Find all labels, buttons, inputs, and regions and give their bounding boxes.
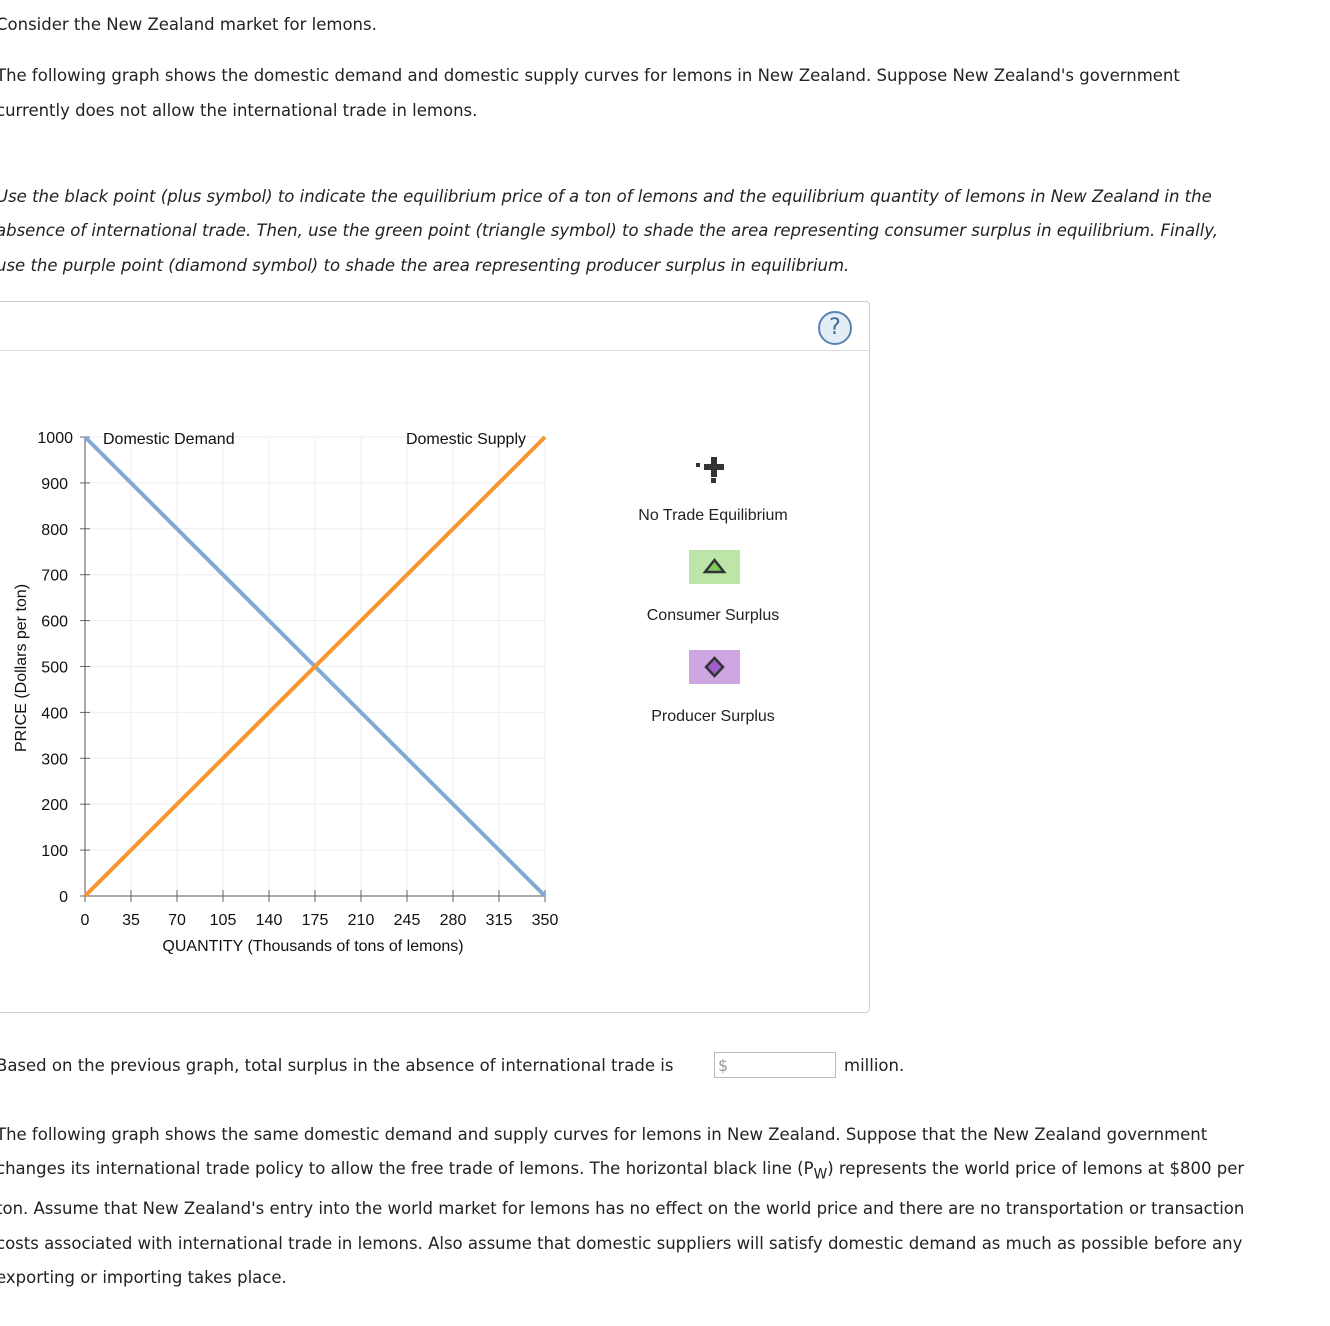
legend-equilibrium-label: No Trade Equilibrium xyxy=(638,507,788,524)
x-tick-label: 315 xyxy=(486,912,513,929)
paragraph-1-line: currently does not allow the internation… xyxy=(0,101,478,120)
subscript-w: W xyxy=(813,1166,828,1183)
instructions-line: absence of international trade. Then, us… xyxy=(0,221,1219,240)
equilibrium-plus-tool[interactable] xyxy=(694,456,724,486)
total-surplus-input[interactable]: $ xyxy=(714,1052,836,1078)
instructions-line: Use the black point (plus symbol) to ind… xyxy=(0,187,1212,206)
x-tick-label: 210 xyxy=(348,912,375,929)
y-tick-label: 800 xyxy=(41,522,68,539)
question-text: Based on the previous graph, total surpl… xyxy=(0,1056,674,1075)
paragraph-1-line: The following graph shows the domestic d… xyxy=(0,66,1180,85)
help-button[interactable]: ? xyxy=(818,311,852,345)
x-tick-label: 245 xyxy=(394,912,421,929)
consumer-surplus-tool[interactable] xyxy=(689,550,740,584)
dollar-prefix: $ xyxy=(718,1056,729,1075)
x-tick-label: 175 xyxy=(302,912,329,929)
supply-curve xyxy=(83,435,547,898)
y-tick-label: 1000 xyxy=(37,430,73,447)
x-tick-label: 280 xyxy=(440,912,467,929)
x-tick-label: 105 xyxy=(210,912,237,929)
x-tick-label: 0 xyxy=(81,912,90,929)
y-axis-label: PRICE (Dollars per ton) xyxy=(13,584,30,752)
chart[interactable]: 0 35 70 105 140 175 210 245 280 315 350 0 100 200 300 4… xyxy=(0,0,620,1000)
x-tick-label: 70 xyxy=(168,912,186,929)
legend-consumer-label: Consumer Surplus xyxy=(646,607,780,624)
paragraph-2-line: ton. Assume that New Zealand's entry int… xyxy=(0,1199,1245,1218)
y-tick-label: 400 xyxy=(41,705,68,722)
x-tick-label: 35 xyxy=(122,912,140,929)
y-tick-label: 700 xyxy=(41,568,68,585)
y-tick-label: 0 xyxy=(59,889,68,906)
producer-surplus-tool[interactable] xyxy=(689,650,740,684)
intro-text: Consider the New Zealand market for lemo… xyxy=(0,15,377,34)
y-tick-label: 900 xyxy=(41,476,68,493)
plus-icon xyxy=(696,457,724,483)
series-label-demand: Domestic Demand xyxy=(103,431,235,448)
series-label-supply: Domestic Supply xyxy=(406,431,526,448)
paragraph-2-line: exporting or importing takes place. xyxy=(0,1268,287,1287)
y-tick-label: 500 xyxy=(41,660,68,677)
legend-producer-label: Producer Surplus xyxy=(651,708,775,725)
paragraph-2-line: costs associated with international trad… xyxy=(0,1234,1243,1253)
triangle-icon xyxy=(702,557,727,574)
paragraph-2-line: The following graph shows the same domes… xyxy=(0,1125,1208,1144)
panel-divider xyxy=(0,350,869,351)
y-tick-label: 600 xyxy=(41,614,68,631)
instructions-line: use the purple point (diamond symbol) to… xyxy=(0,256,850,275)
x-tick-label: 140 xyxy=(256,912,283,929)
paragraph-2-line: changes its international trade policy t… xyxy=(0,1159,1244,1182)
x-axis-label: QUANTITY (Thousands of tons of lemons) xyxy=(162,938,463,955)
diamond-icon xyxy=(704,656,725,678)
y-tick-label: 300 xyxy=(41,751,68,768)
y-tick-label: 200 xyxy=(41,797,68,814)
text: ) represents the world price of lemons a… xyxy=(827,1159,1245,1178)
text: changes its international trade policy t… xyxy=(0,1159,814,1178)
question-unit: million. xyxy=(844,1056,905,1075)
x-tick-label: 350 xyxy=(532,912,559,929)
y-tick-label: 100 xyxy=(41,843,68,860)
